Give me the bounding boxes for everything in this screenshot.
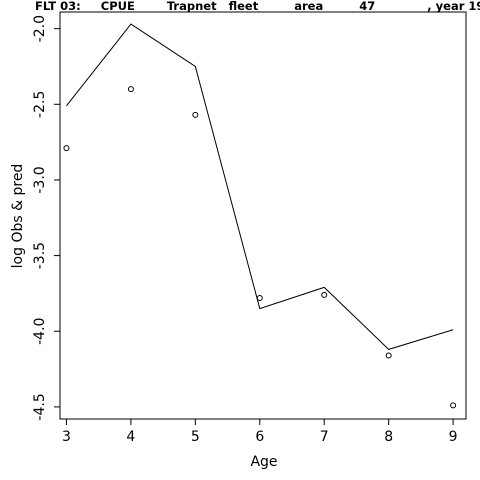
y-axis-label: log Obs & pred: [10, 164, 26, 269]
x-tick-label: 6: [255, 429, 264, 445]
x-tick-label: 7: [320, 429, 329, 445]
observed-point: [321, 291, 328, 298]
x-axis: 3 4 5 6 7 8 9: [62, 419, 458, 445]
chart-title: FLT 03: CPUE Trapnet fleet area 47 , yea…: [35, 0, 480, 13]
y-axis: -2.0 -2.5 -3.0 -3.5 -4.0 -4.5: [32, 15, 60, 421]
x-tick-label: 4: [126, 429, 135, 445]
observed-point: [385, 352, 392, 359]
plot-series: [63, 23, 457, 409]
observed-point: [256, 294, 263, 301]
y-tick-label: -3.5: [32, 242, 48, 269]
x-axis-label: Age: [250, 454, 277, 470]
x-tick-label: 5: [191, 429, 200, 445]
observed-point: [192, 111, 199, 118]
observed-point: [63, 145, 70, 152]
y-tick-label: -2.5: [32, 91, 48, 118]
x-tick-label: 9: [449, 429, 458, 445]
y-tick-label: -4.0: [32, 318, 48, 345]
x-tick-label: 3: [62, 429, 71, 445]
y-tick-label: -4.5: [32, 393, 48, 420]
plot-frame: [59, 11, 467, 420]
predicted-line: [66, 23, 454, 350]
observed-point: [127, 86, 134, 93]
x-tick-label: 8: [384, 429, 393, 445]
observed-point: [450, 402, 457, 409]
y-tick-label: -3.0: [32, 166, 48, 193]
y-tick-label: -2.0: [32, 15, 48, 42]
